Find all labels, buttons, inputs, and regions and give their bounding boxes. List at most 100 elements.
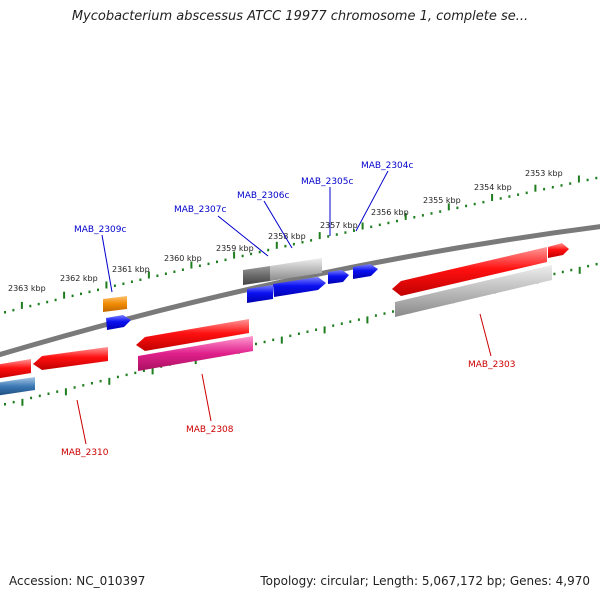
gene-label-mab2310[interactable]: MAB_2310 bbox=[61, 448, 109, 458]
tick-label-2357: 2357 kbp bbox=[320, 221, 358, 230]
major-tick bbox=[20, 301, 23, 309]
minor-tick bbox=[421, 214, 424, 217]
backbone bbox=[0, 224, 600, 358]
gene-red[interactable] bbox=[392, 247, 547, 296]
tick-label-2355: 2355 kbp bbox=[423, 196, 461, 205]
minor-tick bbox=[116, 375, 119, 379]
minor-tick bbox=[553, 272, 556, 276]
label-connector bbox=[217, 215, 269, 257]
minor-tick bbox=[301, 241, 304, 244]
minor-tick bbox=[357, 318, 360, 321]
outer-tick-row bbox=[4, 175, 598, 314]
major-tick bbox=[233, 251, 236, 259]
minor-tick bbox=[315, 328, 318, 331]
gene-blue[interactable] bbox=[106, 315, 131, 330]
gene-orange[interactable] bbox=[103, 296, 127, 312]
major-tick bbox=[63, 291, 66, 299]
gene-red[interactable] bbox=[548, 243, 569, 258]
minor-tick bbox=[482, 200, 485, 204]
gene-label-mab2306c[interactable]: MAB_2306c bbox=[237, 191, 290, 201]
minor-tick bbox=[12, 308, 15, 312]
minor-tick bbox=[349, 320, 352, 323]
minor-tick bbox=[332, 324, 335, 327]
major-tick bbox=[447, 203, 450, 211]
minor-tick bbox=[12, 400, 15, 404]
gene-label-mab2304c[interactable]: MAB_2304c bbox=[361, 161, 414, 171]
gene-blue[interactable] bbox=[247, 285, 273, 303]
map-title: Mycobacterium abscessus ATCC 19977 chrom… bbox=[71, 9, 529, 24]
gene-label-mab2308[interactable]: MAB_2308 bbox=[186, 425, 234, 435]
minor-tick bbox=[396, 219, 398, 223]
minor-tick bbox=[335, 233, 338, 236]
minor-tick bbox=[378, 223, 381, 227]
minor-tick bbox=[465, 204, 468, 208]
forward-genes bbox=[103, 258, 378, 330]
gene-label-mab2305c[interactable]: MAB_2305c bbox=[301, 177, 354, 187]
minor-tick bbox=[508, 195, 511, 198]
major-tick bbox=[21, 398, 24, 406]
gene-red[interactable] bbox=[33, 347, 108, 370]
minor-tick bbox=[224, 258, 227, 262]
minor-tick bbox=[374, 314, 377, 317]
minor-tick bbox=[73, 386, 76, 389]
minor-tick bbox=[90, 382, 93, 385]
minor-tick bbox=[156, 274, 159, 277]
forward-gene-labels: MAB_2309c MAB_2307c MAB_2306c MAB_2305c … bbox=[74, 161, 414, 293]
tick-label-2363: 2363 kbp bbox=[8, 284, 46, 293]
gene-grey[interactable] bbox=[395, 265, 552, 317]
gene-blue[interactable] bbox=[353, 264, 378, 279]
minor-tick bbox=[543, 187, 546, 191]
minor-tick bbox=[37, 302, 40, 306]
minor-tick bbox=[82, 384, 85, 387]
genome-map[interactable]: 2363 kbp 2362 kbp 2361 kbp 2360 kbp 2359… bbox=[0, 0, 600, 560]
tick-label-2353: 2353 kbp bbox=[525, 169, 563, 178]
minor-tick bbox=[297, 332, 300, 335]
minor-tick bbox=[473, 202, 476, 206]
minor-tick bbox=[327, 235, 330, 238]
gene-red[interactable] bbox=[136, 319, 249, 351]
gene-label-mab2309c[interactable]: MAB_2309c bbox=[74, 225, 127, 235]
major-tick bbox=[323, 326, 326, 334]
minor-tick bbox=[525, 191, 528, 195]
minor-tick bbox=[499, 197, 502, 200]
major-tick bbox=[361, 222, 364, 230]
minor-tick bbox=[456, 206, 459, 210]
gene-label-mab2307c[interactable]: MAB_2307c bbox=[174, 205, 227, 215]
tick-label-group: 2363 kbp 2362 kbp 2361 kbp 2360 kbp 2359… bbox=[8, 169, 563, 293]
minor-tick bbox=[4, 311, 6, 314]
tick-label-2360: 2360 kbp bbox=[164, 254, 202, 263]
reverse-gene-labels: MAB_2310 MAB_2308 MAB_2303 bbox=[61, 313, 516, 458]
minor-tick bbox=[353, 229, 355, 232]
minor-tick bbox=[413, 216, 416, 219]
major-tick bbox=[147, 271, 150, 279]
minor-tick bbox=[56, 390, 59, 393]
label-connector bbox=[479, 313, 492, 357]
minor-tick bbox=[122, 282, 125, 285]
gene-blue[interactable] bbox=[273, 277, 326, 297]
gene-blue[interactable] bbox=[328, 270, 349, 284]
minor-tick bbox=[517, 193, 520, 196]
major-tick bbox=[491, 194, 494, 201]
major-tick bbox=[578, 266, 581, 274]
major-tick bbox=[404, 212, 407, 220]
minor-tick bbox=[430, 212, 433, 215]
minor-tick bbox=[263, 340, 266, 344]
gene-label-mab2303[interactable]: MAB_2303 bbox=[468, 360, 516, 370]
minor-tick bbox=[125, 373, 128, 377]
minor-tick bbox=[46, 300, 49, 304]
gene-pink[interactable] bbox=[138, 336, 253, 371]
tick-label-2356: 2356 kbp bbox=[371, 208, 409, 217]
gene-steelblue[interactable] bbox=[0, 377, 35, 396]
reverse-genes bbox=[0, 243, 569, 396]
minor-tick bbox=[241, 254, 244, 258]
gene-red[interactable] bbox=[0, 359, 31, 379]
gene-grey[interactable] bbox=[243, 258, 322, 285]
major-tick bbox=[275, 241, 278, 249]
minor-tick bbox=[181, 268, 184, 271]
major-tick bbox=[108, 377, 111, 385]
minor-tick bbox=[383, 312, 386, 315]
minor-tick bbox=[97, 288, 99, 292]
minor-tick bbox=[113, 284, 116, 287]
minor-tick bbox=[272, 338, 275, 342]
minor-tick bbox=[207, 262, 210, 266]
